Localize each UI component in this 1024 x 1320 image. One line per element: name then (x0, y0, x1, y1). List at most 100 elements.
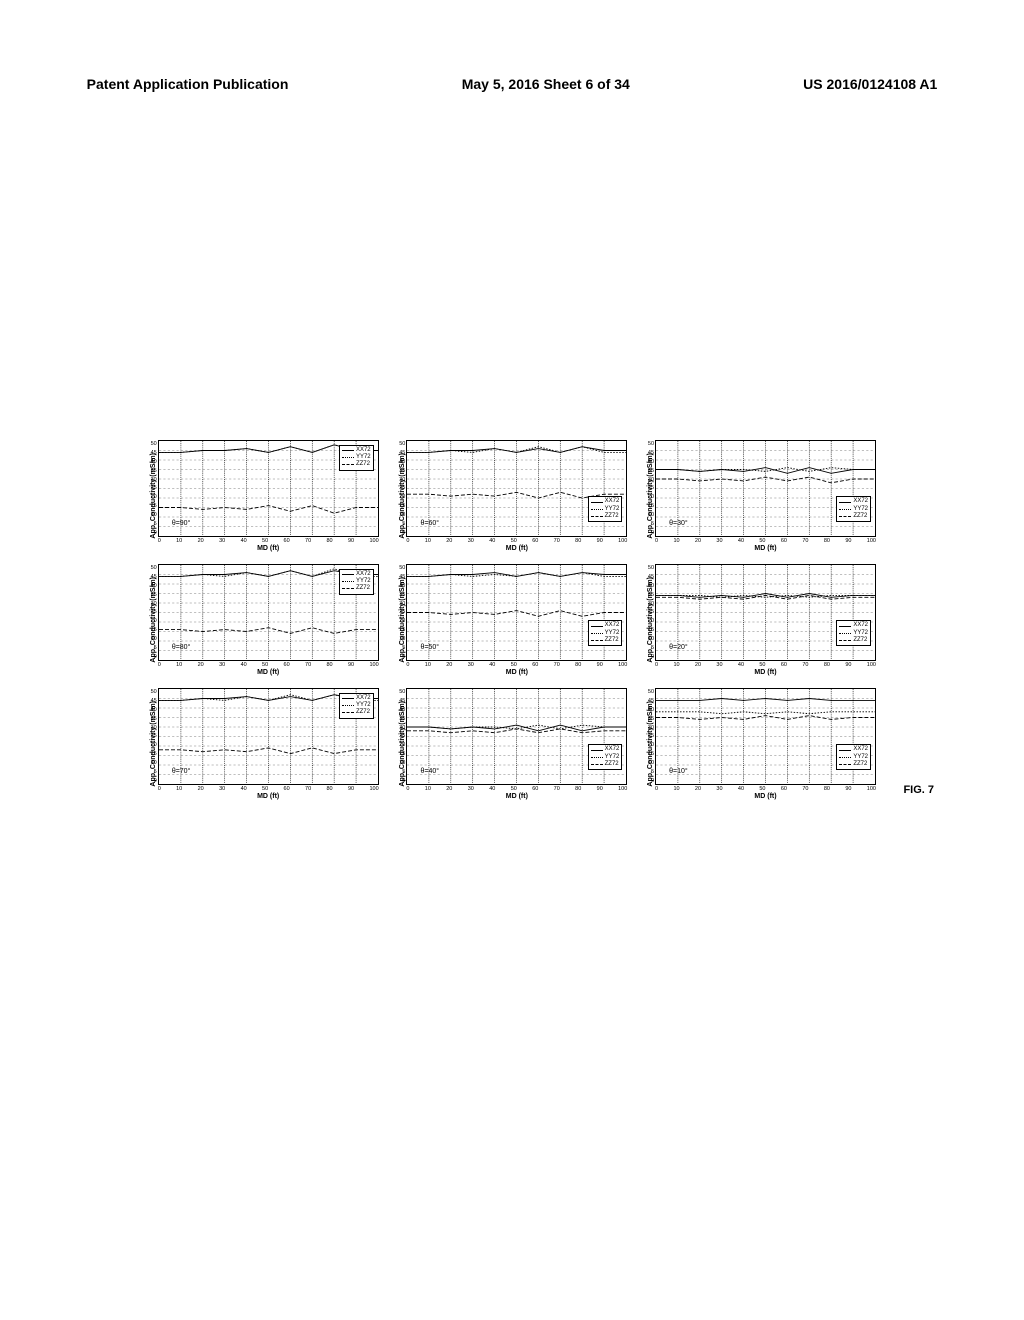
theta-annotation: θ=30° (669, 520, 688, 527)
legend-label: XX72 (605, 498, 620, 505)
legend-item: ZZ72 (342, 585, 371, 592)
legend-swatch (839, 757, 851, 758)
theta-annotation: θ=60° (420, 520, 439, 527)
chart-legend: XX72YY72ZZ72 (339, 569, 374, 595)
legend-item: YY72 (591, 754, 620, 761)
x-axis-label: MD (ft) (655, 669, 876, 676)
chart-legend: XX72YY72ZZ72 (836, 744, 871, 770)
chart-panel: App. Conductivity (mS/m)5045403530252015… (148, 688, 379, 800)
legend-label: YY72 (853, 506, 868, 513)
x-axis-label: MD (ft) (406, 793, 627, 800)
legend-label: YY72 (356, 454, 371, 461)
legend-label: ZZ72 (356, 461, 370, 468)
x-tick-labels: 0102030405060708090100 (406, 538, 627, 544)
legend-label: XX72 (853, 746, 868, 753)
figure-caption: FIG. 7 (903, 784, 934, 796)
legend-item: YY72 (342, 454, 371, 461)
legend-swatch (839, 640, 851, 641)
legend-item: XX72 (342, 695, 371, 702)
legend-swatch (342, 705, 354, 706)
x-axis-label: MD (ft) (406, 545, 627, 552)
chart-panel: App. Conductivity (mS/m)5045403530252015… (148, 564, 379, 676)
legend-item: XX72 (839, 622, 868, 629)
theta-annotation: θ=70° (172, 768, 191, 775)
legend-swatch (839, 626, 851, 627)
legend-item: YY72 (342, 578, 371, 585)
plot-box: 50454035302520151050XX72YY72ZZ72θ=60° (406, 440, 627, 537)
legend-swatch (591, 764, 603, 765)
legend-item: XX72 (591, 746, 620, 753)
x-tick-labels: 0102030405060708090100 (406, 786, 627, 792)
x-tick-labels: 0102030405060708090100 (158, 786, 379, 792)
chart-legend: XX72YY72ZZ72 (339, 693, 374, 719)
legend-label: XX72 (605, 746, 620, 753)
legend-swatch (839, 633, 851, 634)
legend-swatch (839, 516, 851, 517)
chart-panel: App. Conductivity (mS/m)5045403530252015… (645, 688, 876, 800)
legend-label: XX72 (605, 622, 620, 629)
y-tick-labels: 50454035302520151050 (391, 441, 405, 536)
legend-item: ZZ72 (342, 461, 371, 468)
legend-swatch (591, 502, 603, 503)
legend-label: XX72 (356, 571, 371, 578)
y-tick-labels: 50454035302520151050 (640, 565, 654, 660)
legend-label: YY72 (853, 630, 868, 637)
legend-item: ZZ72 (591, 761, 620, 768)
legend-item: ZZ72 (839, 637, 868, 644)
legend-swatch (591, 626, 603, 627)
legend-swatch (591, 633, 603, 634)
legend-swatch (342, 698, 354, 699)
chart-panel: App. Conductivity (mS/m)5045403530252015… (645, 564, 876, 676)
legend-label: YY72 (356, 702, 371, 709)
legend-swatch (591, 516, 603, 517)
legend-swatch (839, 509, 851, 510)
legend-swatch (839, 764, 851, 765)
y-tick-labels: 50454035302520151050 (143, 441, 157, 536)
plot-box: 50454035302520151050XX72YY72ZZ72θ=20° (655, 564, 876, 661)
legend-label: YY72 (853, 754, 868, 761)
header-center: May 5, 2016 Sheet 6 of 34 (462, 76, 630, 92)
plot-box: 50454035302520151050XX72YY72ZZ72θ=50° (406, 564, 627, 661)
legend-item: ZZ72 (591, 637, 620, 644)
legend-item: ZZ72 (342, 709, 371, 716)
y-tick-labels: 50454035302520151050 (640, 689, 654, 784)
legend-swatch (342, 464, 354, 465)
plot-box: 50454035302520151050XX72YY72ZZ72θ=30° (655, 440, 876, 537)
y-tick-labels: 50454035302520151050 (391, 689, 405, 784)
chart-legend: XX72YY72ZZ72 (588, 496, 623, 522)
legend-swatch (591, 640, 603, 641)
chart-legend: XX72YY72ZZ72 (836, 496, 871, 522)
theta-annotation: θ=40° (420, 768, 439, 775)
legend-swatch (839, 750, 851, 751)
chart-panel: App. Conductivity (mS/m)5045403530252015… (397, 564, 628, 676)
legend-label: XX72 (356, 695, 371, 702)
chart-grid-3x3: App. Conductivity (mS/m)5045403530252015… (148, 440, 876, 800)
legend-item: YY72 (839, 506, 868, 513)
plot-box: 50454035302520151050XX72YY72ZZ72θ=80° (158, 564, 379, 661)
figure-7: App. Conductivity (mS/m)5045403530252015… (148, 440, 876, 800)
legend-label: ZZ72 (853, 513, 867, 520)
legend-item: XX72 (591, 498, 620, 505)
x-tick-labels: 0102030405060708090100 (158, 538, 379, 544)
plot-box: 50454035302520151050XX72YY72ZZ72θ=90° (158, 440, 379, 537)
legend-label: XX72 (853, 622, 868, 629)
legend-label: XX72 (853, 498, 868, 505)
plot-box: 50454035302520151050XX72YY72ZZ72θ=70° (158, 688, 379, 785)
legend-swatch (342, 574, 354, 575)
theta-annotation: θ=80° (172, 644, 191, 651)
header-left: Patent Application Publication (87, 76, 289, 92)
y-tick-labels: 50454035302520151050 (391, 565, 405, 660)
chart-legend: XX72YY72ZZ72 (588, 744, 623, 770)
legend-item: YY72 (839, 754, 868, 761)
legend-item: XX72 (342, 571, 371, 578)
legend-swatch (839, 502, 851, 503)
legend-label: ZZ72 (356, 585, 370, 592)
legend-swatch (342, 581, 354, 582)
x-tick-labels: 0102030405060708090100 (406, 662, 627, 668)
y-tick-labels: 50454035302520151050 (143, 689, 157, 784)
x-tick-labels: 0102030405060708090100 (655, 662, 876, 668)
chart-legend: XX72YY72ZZ72 (588, 620, 623, 646)
legend-item: YY72 (591, 630, 620, 637)
chart-panel: App. Conductivity (mS/m)5045403530252015… (645, 440, 876, 552)
legend-item: ZZ72 (591, 513, 620, 520)
